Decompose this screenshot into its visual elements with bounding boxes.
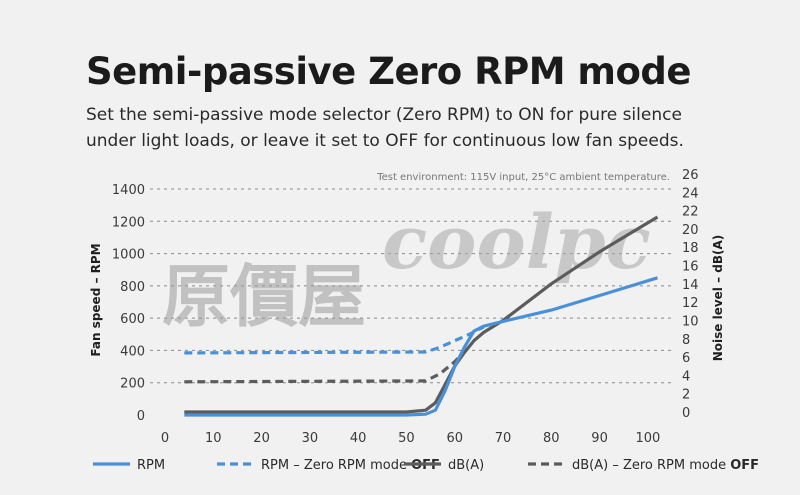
series-lines xyxy=(184,215,659,417)
page-subtitle: Set the semi-passive mode selector (Zero… xyxy=(86,105,684,151)
y-right-tick-label: 6 xyxy=(682,351,690,366)
y-axis-left-label: Fan speed – RPM xyxy=(89,243,103,356)
y-right-tick-label: 4 xyxy=(682,369,690,384)
y-right-tick-label: 10 xyxy=(682,314,699,329)
x-tick-label: 90 xyxy=(591,431,608,446)
legend-label-bold: OFF xyxy=(730,458,759,473)
y-left-tick-label: 600 xyxy=(120,312,145,327)
y-left-tick-label: 800 xyxy=(120,280,145,295)
x-tick-label: 10 xyxy=(205,431,222,446)
x-tick-label: 20 xyxy=(253,431,270,446)
y-right-tick-label: 12 xyxy=(682,296,699,311)
watermark-latin: coolpc xyxy=(382,200,651,286)
y-right-tick-label: 0 xyxy=(682,406,690,421)
y-right-tick-label: 8 xyxy=(682,333,690,348)
y-right-tick-label: 14 xyxy=(682,278,699,293)
watermark-cjk: 原價屋 xyxy=(162,257,366,337)
legend-label: dB(A) xyxy=(448,458,484,473)
test-environment-note: Test environment: 115V input, 25°C ambie… xyxy=(376,172,670,183)
legend-label-text: RPM – Zero RPM mode xyxy=(261,458,411,473)
x-tick-label: 60 xyxy=(446,431,463,446)
x-tick-label: 80 xyxy=(543,431,560,446)
x-tick-label: 40 xyxy=(350,431,367,446)
x-tick-label: 100 xyxy=(635,431,660,446)
legend-label: RPM xyxy=(137,458,165,473)
y-axis-right-label: Noise level – dB(A) xyxy=(711,235,725,362)
legend-label: dB(A) – Zero RPM mode OFF xyxy=(572,458,759,473)
legend-label-text: dB(A) – Zero RPM mode xyxy=(572,458,730,473)
series-line-3 xyxy=(184,350,466,384)
y-right-tick-label: 26 xyxy=(682,168,699,183)
y-left-tick-label: 1000 xyxy=(112,248,145,263)
y-right-tick-label: 18 xyxy=(682,241,699,256)
legend-label-text: RPM xyxy=(137,458,165,473)
page-title: Semi-passive Zero RPM mode xyxy=(86,50,691,93)
x-axis: 0 10 20 30 40 50 60 70 80 90 100 xyxy=(161,431,660,446)
y-axis-left: 0 200 400 600 800 1000 1200 1400 xyxy=(112,183,145,424)
y-left-tick-label: 1200 xyxy=(112,215,145,230)
watermark: 原價屋 coolpc xyxy=(162,200,651,337)
x-tick-label: 70 xyxy=(495,431,512,446)
x-tick-label: 30 xyxy=(302,431,319,446)
x-tick-label: 0 xyxy=(161,431,169,446)
legend-label-text: dB(A) xyxy=(448,458,484,473)
legend: RPM RPM – Zero RPM mode OFF dB(A) dB(A) – Z… xyxy=(93,458,759,473)
y-left-tick-label: 0 xyxy=(137,409,145,424)
y-left-tick-label: 400 xyxy=(120,344,145,359)
y-left-tick-label: 1400 xyxy=(112,183,145,198)
y-right-tick-label: 20 xyxy=(682,223,699,238)
y-left-tick-label: 200 xyxy=(120,377,145,392)
series-line-1 xyxy=(184,325,485,355)
y-right-tick-label: 22 xyxy=(682,205,699,220)
y-right-tick-label: 16 xyxy=(682,260,699,275)
y-right-tick-label: 24 xyxy=(682,186,699,201)
x-tick-label: 50 xyxy=(398,431,415,446)
y-right-tick-label: 2 xyxy=(682,388,690,403)
series-line-0 xyxy=(184,276,658,417)
